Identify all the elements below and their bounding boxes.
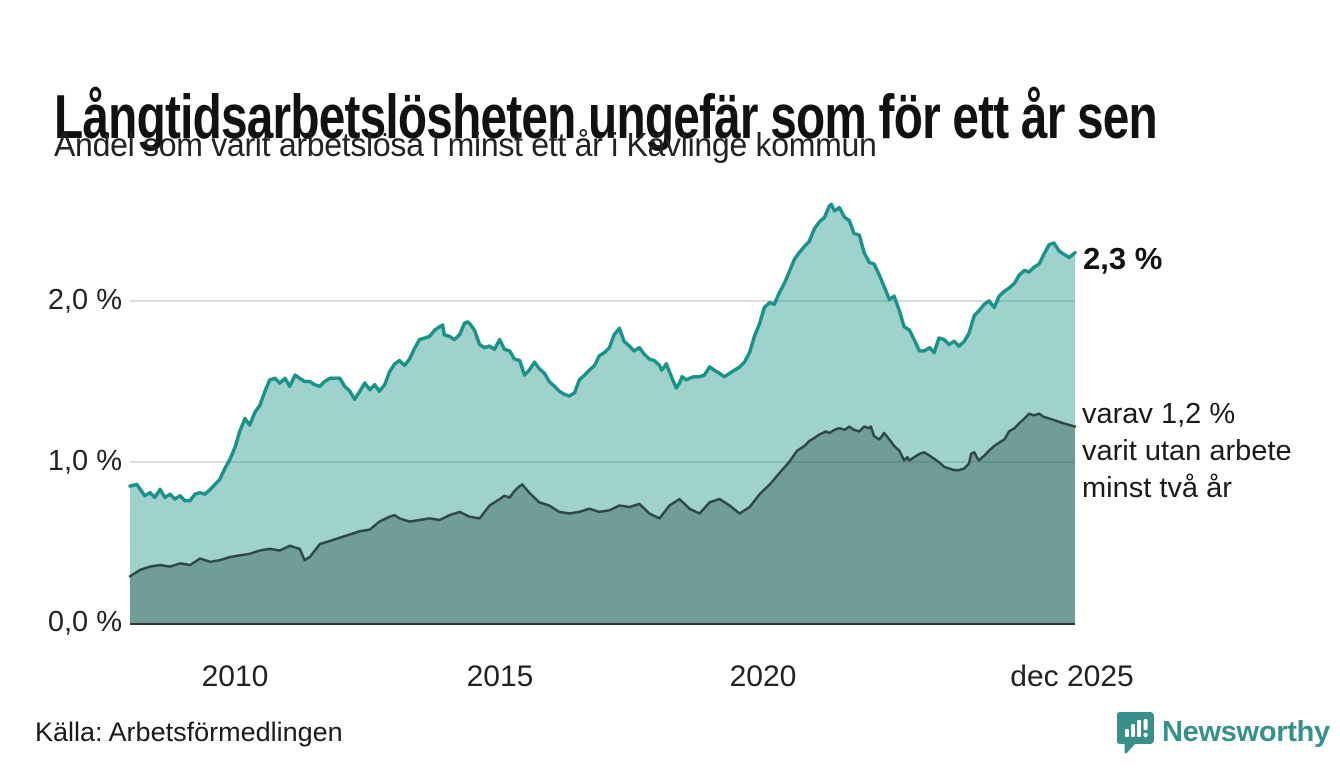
x-tick-label-2015: 2015 (466, 660, 534, 693)
newsworthy-wordmark: Newsworthy (1162, 716, 1330, 748)
end-value-annotation: 2,3 % (1083, 241, 1163, 276)
newsworthy-pin-icon (1117, 712, 1154, 754)
y-tick-label-2: 2,0 % (47, 284, 122, 316)
x-tick-label-2010: 2010 (201, 660, 269, 693)
y-tick-label-0: 0,0 % (47, 606, 122, 638)
y-tick-label-1: 1,0 % (47, 445, 122, 477)
secondary-annotation-line-3: minst två år (1082, 472, 1232, 504)
area-fill-1yr (130, 204, 1075, 623)
area-fill-2yr (130, 413, 1075, 623)
page-title: Långtidsarbetslösheten ungefär som för e… (54, 82, 1158, 152)
series-line-1yr (128, 202, 1077, 503)
gridlines (130, 300, 1075, 463)
x-tick-label-dec-2025: dec 2025 (1010, 660, 1134, 693)
secondary-annotation: varav 1,2 % varit utan arbete minst två … (1082, 396, 1292, 507)
x-tick-label-2020: 2020 (729, 660, 797, 693)
newsworthy-logo: Newsworthy (1117, 712, 1330, 754)
source-note: Källa: Arbetsförmedlingen (35, 717, 343, 747)
series-line-2yr (128, 412, 1077, 578)
chart-subtitle: Andel som varit arbetslösa i minst ett å… (54, 126, 877, 163)
secondary-annotation-line-2: varit utan arbete (1082, 435, 1292, 467)
secondary-annotation-line-1: varav 1,2 % (1082, 398, 1236, 430)
